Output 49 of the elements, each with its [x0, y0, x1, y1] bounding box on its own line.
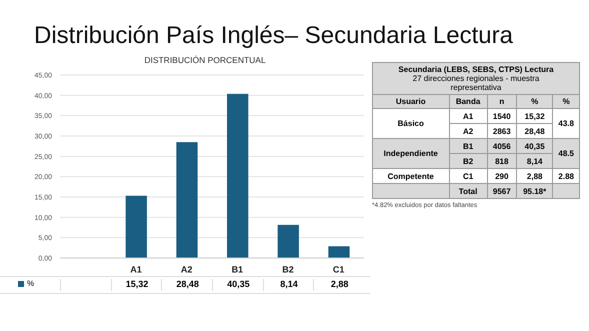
text: C1 — [462, 172, 474, 180]
text: 2863 — [492, 126, 511, 136]
category-label: % — [552, 94, 580, 108]
text: Secundaria (LEBS, SEBS, CTPS) Lectura — [397, 65, 555, 74]
bar — [126, 196, 147, 258]
category-label: Usuario — [372, 94, 450, 108]
bar — [176, 142, 198, 258]
category-label: n — [487, 94, 517, 108]
x-tick-label: B1 — [232, 264, 244, 274]
text: B1 — [462, 142, 474, 150]
bar — [278, 224, 299, 258]
text: 40,35 — [524, 142, 545, 150]
category-label: % — [516, 94, 553, 108]
data-label: 2,88 — [313, 279, 365, 291]
text: 1540 — [492, 112, 511, 120]
x-tick-label: C1 — [332, 264, 344, 274]
text: 8,14 — [526, 156, 542, 166]
text: Total — [458, 186, 478, 196]
x-tick-label: B2 — [282, 264, 294, 274]
text: Competente — [388, 172, 434, 180]
x-tick-label: A2 — [180, 264, 192, 274]
chart-title: Distribución País Inglés– Secundaria Lectura — [34, 22, 513, 50]
data-label: 8,14 — [262, 279, 314, 291]
category-label: Banda — [449, 94, 488, 108]
text: 95.18* — [523, 186, 546, 196]
text: 290 — [495, 172, 508, 180]
text: 15,32 — [524, 112, 545, 120]
text: 48.5 — [558, 149, 574, 158]
text: 2,88 — [526, 172, 542, 180]
text: 4056 — [492, 142, 511, 150]
text: 2.88 — [558, 172, 574, 180]
data-label: 40,35 — [212, 279, 264, 291]
text: 818 — [495, 156, 508, 166]
text: Básico — [398, 119, 424, 128]
bar — [227, 94, 248, 258]
text: 28,48 — [524, 126, 545, 136]
chart-subtitle: DISTRIBUCIÓN PORCENTUAL — [143, 55, 267, 67]
bar — [328, 246, 350, 258]
text: 27 direcciones regionales - muestra representativa — [412, 74, 540, 92]
text: 43.8 — [558, 119, 574, 128]
text: B2 — [462, 156, 474, 166]
legend-label: % — [27, 279, 34, 288]
text: A1 — [462, 112, 474, 120]
data-label: 28,48 — [161, 279, 213, 291]
x-tick-label: A1 — [130, 264, 142, 274]
text: 9567 — [492, 186, 511, 196]
data-label: 15,32 — [110, 279, 162, 291]
text: Independiente — [384, 149, 438, 158]
text: A2 — [462, 126, 474, 136]
